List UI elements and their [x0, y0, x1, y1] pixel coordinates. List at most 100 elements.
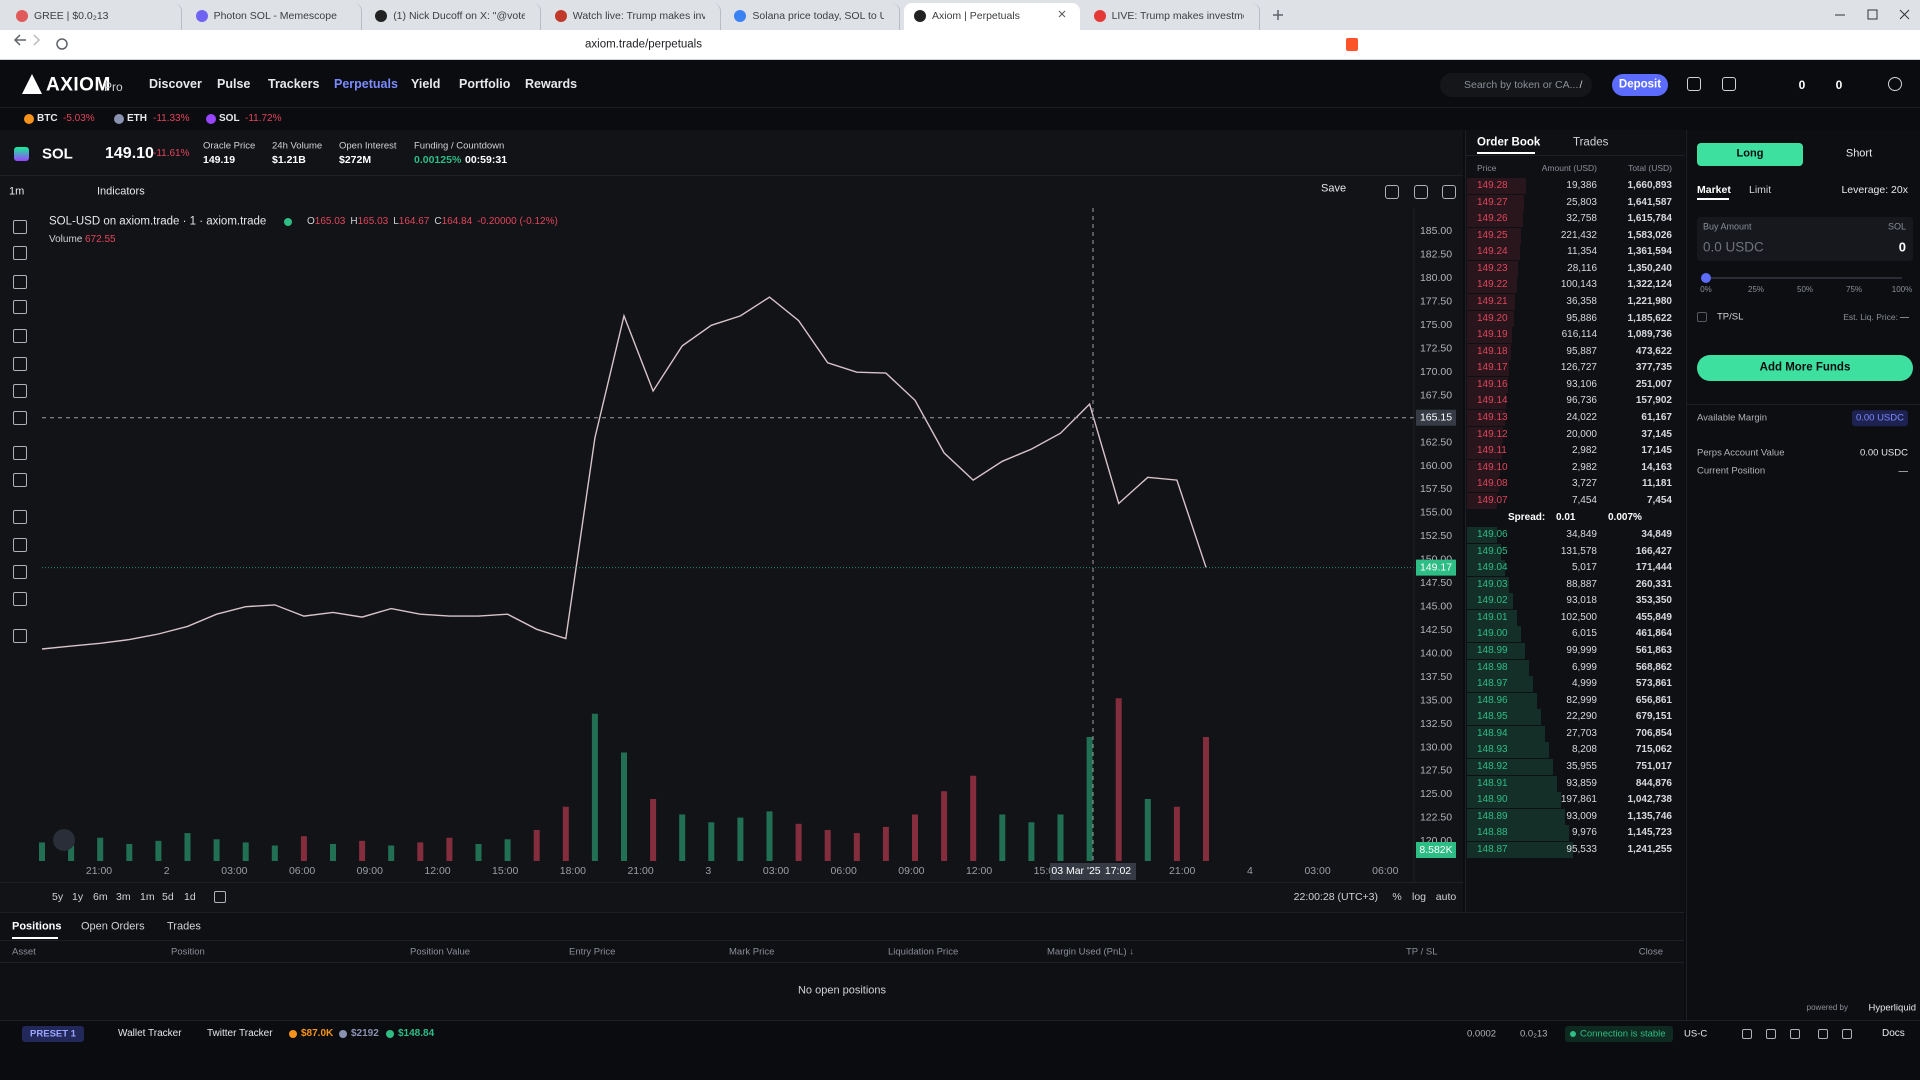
ticker-symbol[interactable]: SOL [219, 113, 240, 124]
order-type[interactable]: Market [1697, 183, 1731, 196]
toolbar-icon[interactable] [1414, 185, 1428, 199]
footer-icon[interactable] [1766, 1029, 1776, 1039]
stat-value: $1.21B [272, 153, 306, 166]
drawing-tool[interactable] [13, 300, 27, 314]
volume-bar [1203, 737, 1209, 861]
market-symbol[interactable]: SOL [42, 145, 73, 163]
nav-item[interactable]: Trackers [268, 76, 320, 91]
drawing-tool[interactable] [13, 246, 27, 260]
toolbar-icon[interactable] [1385, 185, 1399, 199]
tab-title[interactable]: GREE | $0.0₂13 [34, 10, 109, 22]
footer-icon[interactable] [1742, 1029, 1752, 1039]
search-box[interactable] [1440, 73, 1592, 97]
ticker-symbol[interactable]: ETH [127, 113, 147, 124]
order-type[interactable]: Limit [1749, 183, 1772, 196]
ask-row-bg [1467, 310, 1514, 327]
preset[interactable]: PRESET 1 [30, 1028, 76, 1040]
footer-icon[interactable] [1790, 1029, 1800, 1039]
drawing-tool[interactable] [13, 629, 27, 643]
range-button[interactable]: 1y [72, 890, 84, 903]
nav-item[interactable]: Pulse [217, 76, 251, 91]
footer-icon[interactable] [1818, 1029, 1828, 1039]
preset-chip[interactable] [22, 1026, 84, 1042]
range-button[interactable]: 5d [162, 890, 174, 903]
footer-item[interactable]: Twitter Tracker [207, 1028, 273, 1039]
browser-tab[interactable] [724, 3, 901, 30]
toolbar-icon[interactable] [1442, 185, 1456, 199]
orderbook-amount: 2,982 [1571, 445, 1597, 457]
orderbook-total: 568,862 [1635, 661, 1672, 673]
nav-item[interactable]: Discover [149, 76, 202, 91]
drawing-tool[interactable] [13, 411, 27, 425]
range-button[interactable]: 6m [93, 890, 108, 903]
drawing-tool[interactable] [13, 220, 27, 234]
tab-title[interactable]: Solana price today, SOL to USD liv... [752, 10, 885, 22]
drawing-tool[interactable] [13, 446, 27, 460]
browser-tab[interactable] [6, 3, 182, 30]
amount-box[interactable] [1697, 217, 1913, 261]
drawing-tool[interactable] [13, 565, 27, 579]
drawing-tool[interactable] [13, 473, 27, 487]
drawing-tool[interactable] [13, 384, 27, 398]
range-button[interactable]: 5y [52, 890, 64, 903]
orderbook-tab[interactable]: Trades [1573, 136, 1609, 149]
tab-title[interactable]: Axiom | Perpetuals [932, 10, 1020, 22]
short-label[interactable]: Short [1845, 147, 1873, 160]
drawing-tool[interactable] [13, 275, 27, 289]
positions-tab[interactable]: Trades [167, 920, 201, 933]
drawing-tool[interactable] [13, 329, 27, 343]
nav-item[interactable]: Yield [411, 76, 441, 91]
long-button[interactable] [1697, 143, 1803, 166]
browser-tab[interactable] [1084, 3, 1260, 30]
range-button[interactable]: 3m [116, 890, 131, 903]
footer-icon[interactable] [1842, 1029, 1852, 1039]
url[interactable]: axiom.trade/perpetuals [585, 38, 702, 51]
save[interactable]: Save [1321, 182, 1347, 195]
nav-item[interactable]: Portfolio [459, 76, 511, 91]
drawing-tool[interactable] [13, 538, 27, 552]
orderbook-amount: 126,727 [1560, 362, 1597, 374]
deposit-button[interactable] [1612, 74, 1668, 96]
orderbook-total: 1,145,723 [1627, 827, 1673, 839]
chart-option[interactable]: auto [1435, 890, 1457, 903]
deposit-label[interactable]: Deposit [1618, 78, 1662, 91]
region[interactable]: US-C [1684, 1028, 1708, 1040]
indicators[interactable]: Indicators [97, 185, 145, 198]
orderbook-total: 251,007 [1635, 378, 1672, 390]
nav-item[interactable]: Perpetuals [334, 76, 398, 91]
nav-item[interactable]: Rewards [525, 76, 578, 91]
drawing-tool[interactable] [13, 357, 27, 371]
ticker-symbol[interactable]: BTC [37, 113, 58, 124]
docs[interactable]: Docs [1882, 1028, 1905, 1039]
footer-item[interactable]: Wallet Tracker [118, 1028, 182, 1039]
positions-tab[interactable]: Open Orders [81, 920, 145, 933]
calendar-icon[interactable] [214, 891, 226, 903]
chart-option[interactable]: log [1411, 890, 1427, 903]
chart-option[interactable]: % [1392, 890, 1402, 903]
browser-tab[interactable] [545, 3, 721, 30]
tab-title[interactable]: Photon SOL - Memescope [213, 10, 337, 22]
range-button[interactable]: 1d [184, 890, 196, 903]
long-label[interactable]: Long [1736, 147, 1764, 160]
orderbook-amount: 93,009 [1566, 810, 1597, 822]
browser-tab[interactable] [365, 3, 542, 30]
tab-title[interactable]: (1) Nick Ducoff on X: "@voteforpe... [393, 10, 526, 22]
profile-icon[interactable] [1888, 77, 1902, 91]
action-button[interactable] [1697, 355, 1913, 381]
volume-bar [999, 814, 1006, 861]
orderbook-tab[interactable]: Order Book [1477, 136, 1541, 149]
drawing-tool[interactable] [13, 592, 27, 606]
browser-tab[interactable] [186, 3, 362, 30]
drawing-tool[interactable] [13, 510, 27, 524]
positions-tab[interactable]: Positions [12, 920, 62, 933]
browser-tab[interactable] [904, 3, 1080, 30]
tpsl-checkbox[interactable] [1697, 312, 1707, 322]
leverage[interactable]: Leverage: 20x [1841, 183, 1908, 196]
tab-title[interactable]: LIVE: Trump makes investment an... [1111, 10, 1244, 22]
tab-title[interactable]: Watch live: Trump makes investme... [572, 10, 705, 22]
account-value: — [1898, 465, 1909, 477]
slider-knob[interactable] [1701, 273, 1711, 283]
interval[interactable]: 1m [9, 185, 25, 198]
action-label[interactable]: Add More Funds [1759, 361, 1851, 374]
range-button[interactable]: 1m [140, 890, 155, 903]
